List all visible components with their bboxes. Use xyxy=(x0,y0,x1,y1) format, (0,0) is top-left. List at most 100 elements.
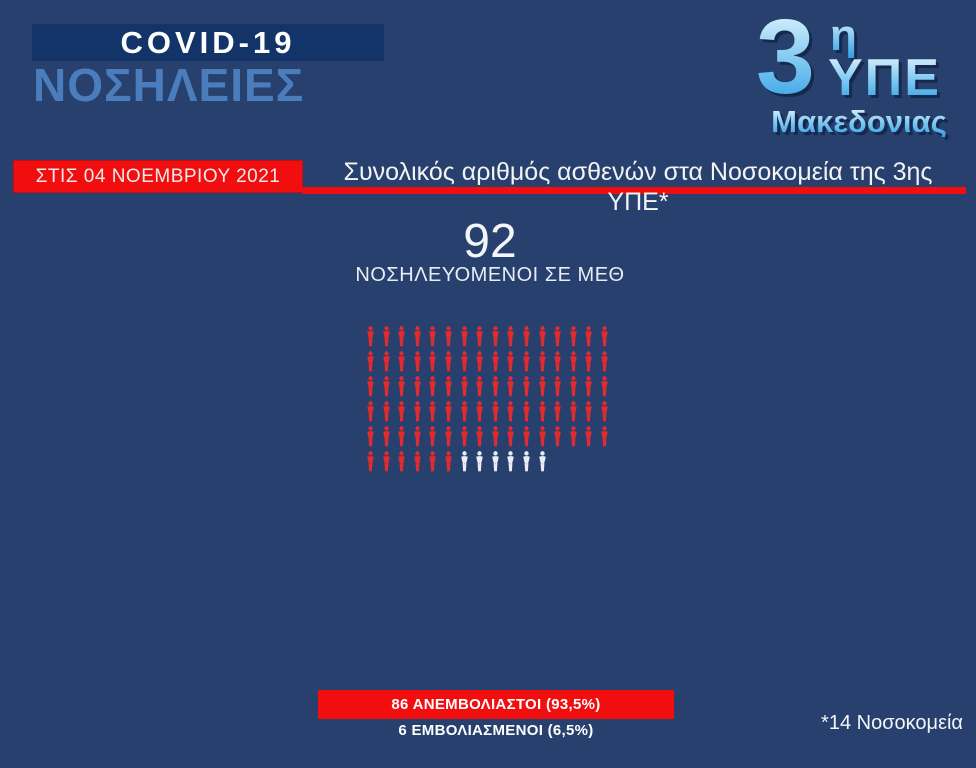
person-icon xyxy=(567,351,580,372)
logo-3ype: 3 η ΥΠΕ Μακεδονιας xyxy=(756,4,962,148)
logo-region: Μακεδονιας xyxy=(756,106,962,137)
person-icon xyxy=(489,376,502,397)
person-icon xyxy=(520,326,533,347)
logo-org: ΥΠΕ xyxy=(828,49,941,107)
person-icon xyxy=(598,376,611,397)
person-icon xyxy=(458,451,471,472)
page-subtitle: ΝΟΣΗΛΕΙΕΣ xyxy=(33,59,305,111)
person-icon xyxy=(582,426,595,447)
person-icon xyxy=(442,426,455,447)
person-icon xyxy=(411,426,424,447)
person-icon xyxy=(473,376,486,397)
person-icon xyxy=(380,326,393,347)
date-label: ΣΤΙΣ 04 ΝΟΕΜΒΡΙΟΥ 2021 xyxy=(35,165,281,187)
date-banner: ΣΤΙΣ 04 ΝΟΕΜΒΡΙΟΥ 2021 xyxy=(13,160,303,193)
person-icon xyxy=(411,401,424,422)
person-icon xyxy=(598,326,611,347)
pictograph-row xyxy=(364,326,624,351)
person-icon xyxy=(411,451,424,472)
logo-number: 3 xyxy=(756,0,815,116)
person-icon xyxy=(567,426,580,447)
person-icon xyxy=(380,451,393,472)
person-icon xyxy=(598,401,611,422)
person-icon xyxy=(567,376,580,397)
person-icon xyxy=(551,351,564,372)
person-icon xyxy=(520,351,533,372)
person-icon xyxy=(395,351,408,372)
person-icon xyxy=(598,426,611,447)
person-icon xyxy=(520,426,533,447)
person-icon xyxy=(426,376,439,397)
covid-title: COVID-19 xyxy=(120,25,296,60)
person-icon xyxy=(489,451,502,472)
person-icon xyxy=(395,426,408,447)
person-icon xyxy=(567,326,580,347)
person-icon xyxy=(442,376,455,397)
person-icon xyxy=(458,426,471,447)
total-number: 92 xyxy=(463,215,517,268)
main-title: Συνολικός αριθμός ασθενών στα Νοσοκομεία… xyxy=(343,158,933,216)
person-icon xyxy=(582,376,595,397)
pictograph-row xyxy=(364,451,624,476)
person-icon xyxy=(395,401,408,422)
person-icon xyxy=(442,401,455,422)
person-icon xyxy=(426,401,439,422)
person-icon xyxy=(489,326,502,347)
person-icon xyxy=(567,401,580,422)
person-icon xyxy=(504,451,517,472)
person-icon xyxy=(473,451,486,472)
person-icon xyxy=(473,351,486,372)
person-icon xyxy=(598,351,611,372)
person-icon xyxy=(442,351,455,372)
covid-title-box: COVID-19 xyxy=(32,24,384,61)
unvaccinated-banner: 86 ΑΝΕΜΒΟΛΙΑΣΤΟΙ (93,5%) xyxy=(318,690,674,719)
person-icon xyxy=(364,351,377,372)
unvaccinated-label: 86 ΑΝΕΜΒΟΛΙΑΣΤΟΙ (93,5%) xyxy=(391,696,601,713)
person-icon xyxy=(395,376,408,397)
logo-superscript: η xyxy=(830,11,857,60)
person-icon xyxy=(489,351,502,372)
person-icon xyxy=(426,351,439,372)
pictograph-row xyxy=(364,426,624,451)
person-icon xyxy=(504,376,517,397)
person-icon xyxy=(426,326,439,347)
person-icon xyxy=(380,351,393,372)
person-icon xyxy=(473,326,486,347)
vaccinated-label: 6 ΕΜΒΟΛΙΑΣΜΕΝΟΙ (6,5%) xyxy=(398,722,594,739)
person-icon xyxy=(395,451,408,472)
person-icon xyxy=(458,351,471,372)
person-icon xyxy=(551,426,564,447)
pictograph-row xyxy=(364,376,624,401)
person-icon xyxy=(489,426,502,447)
person-icon xyxy=(458,326,471,347)
person-icon xyxy=(364,376,377,397)
person-icon xyxy=(504,351,517,372)
person-icon xyxy=(364,401,377,422)
hospitals-footnote: *14 Νοσοκομεία xyxy=(821,712,963,734)
person-icon xyxy=(489,401,502,422)
person-icon xyxy=(411,351,424,372)
person-icon xyxy=(426,451,439,472)
person-icon xyxy=(458,376,471,397)
person-icon xyxy=(582,326,595,347)
person-icon xyxy=(520,451,533,472)
person-icon xyxy=(536,376,549,397)
person-icon xyxy=(520,401,533,422)
person-icon xyxy=(364,451,377,472)
person-icon xyxy=(582,401,595,422)
person-icon xyxy=(473,401,486,422)
person-icon xyxy=(473,426,486,447)
person-icon xyxy=(380,426,393,447)
person-icon xyxy=(536,326,549,347)
person-icon xyxy=(380,376,393,397)
person-icon xyxy=(458,401,471,422)
pictograph-grid xyxy=(364,326,624,476)
person-icon xyxy=(536,426,549,447)
person-icon xyxy=(551,326,564,347)
total-label: ΝΟΣΗΛΕΥΟΜΕΝΟΙ ΣΕ ΜΕΘ xyxy=(355,264,625,286)
person-icon xyxy=(442,326,455,347)
person-icon xyxy=(504,326,517,347)
person-icon xyxy=(411,376,424,397)
pictograph-row xyxy=(364,401,624,426)
